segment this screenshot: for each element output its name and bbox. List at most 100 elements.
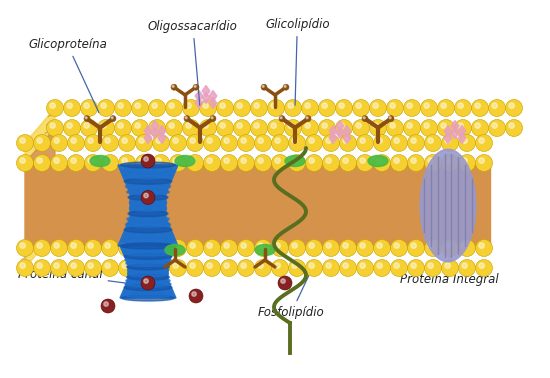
Circle shape xyxy=(193,84,199,90)
Polygon shape xyxy=(329,133,337,144)
Circle shape xyxy=(221,135,238,152)
Circle shape xyxy=(68,260,85,276)
Circle shape xyxy=(54,138,59,143)
Circle shape xyxy=(275,243,280,248)
Circle shape xyxy=(454,99,471,116)
Circle shape xyxy=(255,135,272,152)
Circle shape xyxy=(356,240,373,257)
Circle shape xyxy=(275,158,280,163)
Circle shape xyxy=(255,240,272,257)
Circle shape xyxy=(34,240,51,257)
Polygon shape xyxy=(458,125,466,136)
Polygon shape xyxy=(195,90,203,102)
Circle shape xyxy=(360,263,365,268)
Circle shape xyxy=(114,119,131,136)
Circle shape xyxy=(224,263,229,268)
Circle shape xyxy=(445,158,450,163)
Circle shape xyxy=(217,119,234,136)
Circle shape xyxy=(238,155,255,172)
Circle shape xyxy=(377,243,382,248)
Circle shape xyxy=(71,158,76,163)
Circle shape xyxy=(509,123,514,129)
Circle shape xyxy=(190,243,195,248)
Circle shape xyxy=(185,117,187,119)
Circle shape xyxy=(424,123,430,129)
Ellipse shape xyxy=(368,155,388,166)
Circle shape xyxy=(63,99,80,116)
Circle shape xyxy=(428,243,433,248)
Circle shape xyxy=(459,260,476,276)
Circle shape xyxy=(362,116,368,122)
Circle shape xyxy=(389,117,391,119)
Ellipse shape xyxy=(123,232,173,238)
Circle shape xyxy=(373,103,378,108)
Polygon shape xyxy=(195,98,203,108)
Circle shape xyxy=(85,135,102,152)
Circle shape xyxy=(462,138,468,143)
Circle shape xyxy=(50,123,56,129)
Circle shape xyxy=(47,99,63,116)
Circle shape xyxy=(353,119,370,136)
Text: Glicoproteína: Glicoproteína xyxy=(28,38,107,113)
Circle shape xyxy=(68,155,85,172)
Circle shape xyxy=(360,158,365,163)
Circle shape xyxy=(305,123,310,129)
Circle shape xyxy=(238,260,255,276)
Circle shape xyxy=(289,135,305,152)
Circle shape xyxy=(288,103,293,108)
Circle shape xyxy=(476,155,492,172)
Circle shape xyxy=(280,117,282,119)
Circle shape xyxy=(267,119,284,136)
Circle shape xyxy=(305,260,322,276)
Circle shape xyxy=(172,85,174,87)
Circle shape xyxy=(356,103,361,108)
Circle shape xyxy=(141,276,155,290)
Circle shape xyxy=(148,119,166,136)
Circle shape xyxy=(135,240,152,257)
Circle shape xyxy=(241,263,246,268)
Polygon shape xyxy=(329,125,337,136)
Circle shape xyxy=(284,119,301,136)
Circle shape xyxy=(211,117,213,119)
Circle shape xyxy=(479,243,485,248)
Circle shape xyxy=(16,260,34,276)
Circle shape xyxy=(152,155,169,172)
Circle shape xyxy=(118,103,123,108)
Ellipse shape xyxy=(123,173,173,179)
Circle shape xyxy=(258,158,263,163)
Circle shape xyxy=(88,158,94,163)
Circle shape xyxy=(421,99,437,116)
Circle shape xyxy=(144,157,149,161)
Circle shape xyxy=(131,119,148,136)
Circle shape xyxy=(37,263,42,268)
Circle shape xyxy=(16,155,34,172)
Circle shape xyxy=(237,123,243,129)
Circle shape xyxy=(169,155,186,172)
Circle shape xyxy=(428,138,433,143)
Circle shape xyxy=(505,99,522,116)
Circle shape xyxy=(152,240,169,257)
Circle shape xyxy=(144,193,149,198)
Circle shape xyxy=(292,158,298,163)
Circle shape xyxy=(509,103,514,108)
Circle shape xyxy=(105,263,111,268)
Circle shape xyxy=(318,99,336,116)
Circle shape xyxy=(34,135,51,152)
Circle shape xyxy=(425,155,442,172)
Circle shape xyxy=(50,103,56,108)
Ellipse shape xyxy=(123,288,173,294)
Circle shape xyxy=(67,123,73,129)
Circle shape xyxy=(425,135,442,152)
Circle shape xyxy=(356,260,373,276)
Circle shape xyxy=(442,240,459,257)
Circle shape xyxy=(192,292,196,296)
Circle shape xyxy=(476,260,492,276)
Circle shape xyxy=(437,99,454,116)
Polygon shape xyxy=(202,85,210,96)
Circle shape xyxy=(156,243,161,248)
Circle shape xyxy=(492,123,497,129)
Circle shape xyxy=(454,119,471,136)
Circle shape xyxy=(258,263,263,268)
Ellipse shape xyxy=(126,278,170,284)
Polygon shape xyxy=(158,125,166,136)
